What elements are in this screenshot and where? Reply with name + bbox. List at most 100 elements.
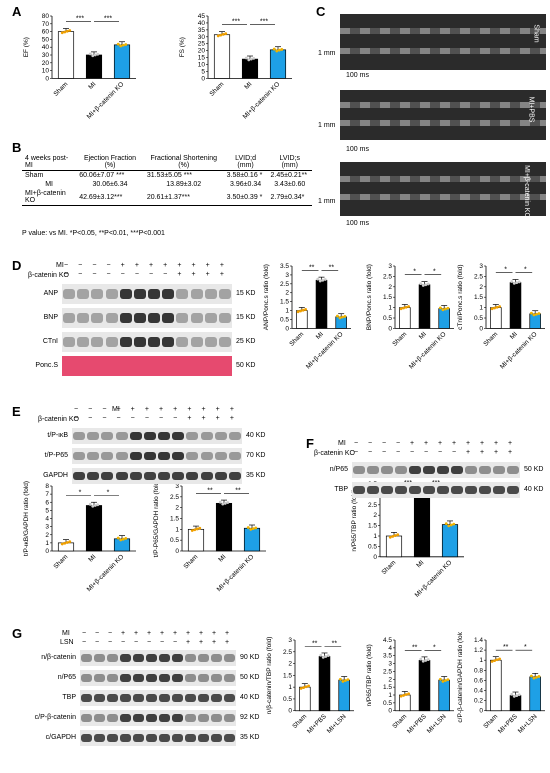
blot-sign: − bbox=[82, 630, 87, 637]
blot-sign: + bbox=[191, 262, 196, 269]
blot-band bbox=[224, 674, 235, 682]
blot-sign: − bbox=[159, 415, 164, 422]
blot-sign: + bbox=[199, 639, 204, 646]
blot-sign: − bbox=[173, 415, 178, 422]
data-point bbox=[60, 31, 64, 35]
data-point bbox=[198, 526, 202, 530]
data-point bbox=[444, 307, 447, 311]
blot-band bbox=[172, 432, 185, 440]
blot-band bbox=[185, 694, 196, 702]
y-tick-label: 2 bbox=[45, 532, 49, 539]
blot-band bbox=[81, 654, 92, 662]
blot-band bbox=[172, 714, 183, 722]
blot-band bbox=[133, 313, 146, 323]
blot-kd-label: 92 KD bbox=[240, 714, 260, 721]
echo-scale-ms-1: 100 ms bbox=[346, 72, 369, 79]
echo-scale-mm-2: 1 mm bbox=[318, 122, 336, 129]
data-point bbox=[339, 677, 342, 681]
y-tick-label: 40 bbox=[198, 20, 206, 27]
blot-band bbox=[185, 674, 196, 682]
data-point bbox=[244, 56, 248, 60]
blot-sign: + bbox=[186, 630, 191, 637]
blot-row-label: TBP bbox=[334, 486, 348, 493]
data-point bbox=[512, 281, 516, 285]
bar bbox=[299, 686, 311, 712]
y-tick-label: 0.8 bbox=[474, 667, 483, 674]
blot-band bbox=[94, 714, 105, 722]
y-tick-label: 1.5 bbox=[474, 294, 483, 301]
blot-sign: + bbox=[159, 406, 164, 413]
blot-band bbox=[143, 472, 156, 480]
sig-label: *** bbox=[260, 19, 268, 26]
panel-letter-f: F bbox=[306, 436, 314, 451]
y-tick-label: 0.5 bbox=[383, 315, 392, 322]
y-tick-label: 8 bbox=[45, 483, 49, 490]
data-point bbox=[426, 658, 430, 661]
data-point bbox=[447, 524, 451, 528]
blot-kd-label: 15 KD bbox=[236, 314, 256, 321]
blot-band bbox=[507, 466, 519, 474]
x-tick-label: Sham bbox=[391, 713, 408, 730]
table-cell: 13.89±3.02 bbox=[166, 181, 202, 188]
data-point bbox=[304, 308, 307, 311]
y-tick-label: 1.5 bbox=[280, 299, 289, 306]
x-tick-label: Sham bbox=[391, 331, 408, 348]
table-header-cell: Ejection Fraction (%) bbox=[83, 155, 137, 169]
echo-sham bbox=[340, 14, 546, 70]
x-tick-label: Sham bbox=[482, 713, 499, 730]
blot-band bbox=[395, 486, 407, 494]
bar bbox=[509, 695, 522, 712]
y-tick-label: 1.4 bbox=[474, 637, 483, 644]
blot-band bbox=[129, 472, 142, 480]
data-point bbox=[121, 537, 125, 541]
bar bbox=[529, 676, 541, 712]
data-point bbox=[336, 314, 339, 318]
data-point bbox=[399, 694, 403, 698]
y-tick-label: 50 bbox=[42, 36, 50, 43]
chart-ctni: cTnI/Ponc.s ratio (fold) 0 0.5 1 1.5 2 2.5 3 Sha… bbox=[457, 263, 545, 371]
blot-sign: − bbox=[92, 271, 97, 278]
y-tick-label: 60 bbox=[42, 29, 50, 36]
blot-band bbox=[94, 694, 105, 702]
data-point bbox=[493, 306, 496, 310]
data-point bbox=[190, 529, 194, 532]
bar bbox=[113, 538, 131, 552]
blot-sign: + bbox=[144, 406, 149, 413]
blot-band bbox=[115, 452, 128, 460]
blot-band bbox=[211, 714, 222, 722]
blot-band bbox=[159, 674, 170, 682]
data-point bbox=[388, 535, 392, 539]
blot-band bbox=[73, 452, 86, 460]
blot-band bbox=[87, 432, 100, 440]
blot-sign: + bbox=[494, 449, 499, 456]
bar bbox=[215, 502, 233, 552]
blot-e-mi-label: MI bbox=[112, 406, 120, 413]
blot-band bbox=[381, 466, 393, 474]
blot-strip bbox=[72, 468, 242, 484]
x-tick-label: Sham bbox=[482, 331, 499, 348]
blot-strip bbox=[352, 482, 520, 498]
blot-band bbox=[81, 734, 92, 742]
blot-sign: + bbox=[219, 262, 224, 269]
blot-sign: + bbox=[494, 440, 499, 447]
sig-label: ** bbox=[412, 644, 418, 651]
x-tick-label: MI+PBS bbox=[497, 713, 519, 735]
blot-band bbox=[158, 452, 171, 460]
data-point bbox=[223, 501, 227, 505]
data-point bbox=[321, 278, 325, 282]
blot-sign: − bbox=[116, 415, 121, 422]
blot-sign: − bbox=[382, 440, 387, 447]
bar bbox=[413, 493, 431, 558]
blot-sign: + bbox=[187, 415, 192, 422]
data-point bbox=[419, 657, 423, 661]
blot-e-signs: − − − − + + + + + + + + − − − − − − − − + + + + bbox=[72, 406, 242, 426]
blot-band bbox=[493, 486, 505, 494]
blot-sign: + bbox=[191, 271, 196, 278]
blot-band bbox=[190, 337, 203, 347]
blot-sign: − bbox=[396, 449, 401, 456]
sig-label: *** bbox=[104, 16, 112, 23]
data-point bbox=[116, 536, 120, 540]
blot-band bbox=[148, 313, 161, 323]
y-tick-label: 35 bbox=[198, 27, 206, 34]
